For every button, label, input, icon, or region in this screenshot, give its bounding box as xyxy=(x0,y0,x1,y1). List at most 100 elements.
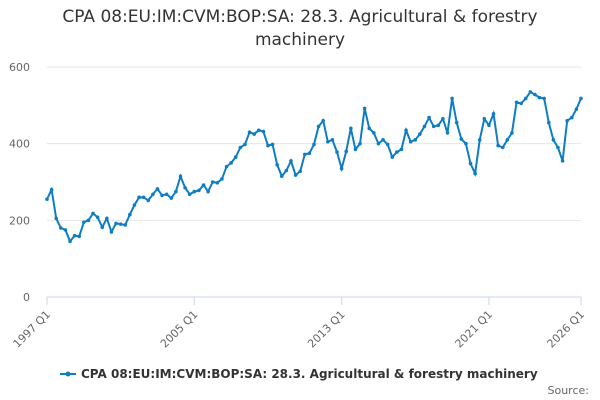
data-point xyxy=(491,111,496,116)
data-point xyxy=(146,198,151,203)
legend-label: CPA 08:EU:IM:CVM:BOP:SA: 28.3. Agricultu… xyxy=(81,367,538,381)
data-point xyxy=(63,228,68,232)
data-point xyxy=(210,180,215,184)
chart-title: CPA 08:EU:IM:CVM:BOP:SA: 28.3. Agricultu… xyxy=(62,7,538,50)
data-point xyxy=(238,145,243,150)
data-point xyxy=(473,171,477,176)
data-point xyxy=(385,142,390,147)
x-tick-label: 2005 Q1 xyxy=(158,308,201,351)
data-point xyxy=(77,234,82,239)
data-point xyxy=(376,141,381,146)
data-point xyxy=(118,222,123,226)
data-point xyxy=(312,142,316,147)
data-point xyxy=(178,174,183,179)
data-point xyxy=(326,139,330,144)
data-point xyxy=(132,203,137,207)
data-point xyxy=(266,143,270,148)
data-point xyxy=(233,155,238,159)
data-point xyxy=(372,131,376,135)
data-point xyxy=(505,138,510,142)
data-point xyxy=(395,150,399,154)
data-point xyxy=(381,138,385,142)
data-point xyxy=(72,233,77,238)
data-point xyxy=(151,192,155,197)
data-point xyxy=(187,192,192,197)
data-point xyxy=(289,159,293,163)
data-point xyxy=(141,195,146,200)
data-point xyxy=(579,96,583,101)
data-point xyxy=(45,197,49,202)
data-point xyxy=(256,128,261,133)
data-point xyxy=(275,162,279,167)
data-point xyxy=(528,90,533,94)
data-point xyxy=(128,212,132,217)
data-point xyxy=(330,138,335,142)
x-tick-label: 2021 Q1 xyxy=(453,308,496,351)
data-point xyxy=(105,216,109,221)
data-point xyxy=(293,173,298,177)
data-point xyxy=(174,189,178,194)
data-point xyxy=(464,141,468,146)
data-point xyxy=(59,226,63,230)
data-point xyxy=(206,189,210,194)
data-point xyxy=(68,239,72,244)
data-point xyxy=(551,138,556,142)
data-point xyxy=(54,216,59,221)
data-point xyxy=(436,123,441,128)
data-point xyxy=(514,100,519,105)
y-tick-label: 400 xyxy=(9,138,30,151)
data-point xyxy=(270,142,275,147)
data-point xyxy=(82,220,86,225)
data-point xyxy=(422,124,427,129)
y-tick-label: 0 xyxy=(23,291,30,304)
data-point xyxy=(441,116,445,121)
data-point xyxy=(197,188,201,193)
data-point xyxy=(155,187,160,191)
data-point xyxy=(399,147,404,152)
y-tick-label: 600 xyxy=(9,61,30,74)
data-point xyxy=(229,161,233,165)
data-point xyxy=(537,95,542,100)
data-point xyxy=(252,132,256,136)
data-point xyxy=(339,166,344,171)
data-point xyxy=(523,96,528,101)
data-point xyxy=(358,141,362,146)
data-point xyxy=(362,106,367,111)
data-point xyxy=(335,150,339,154)
data-point xyxy=(569,115,574,120)
data-point xyxy=(459,137,464,141)
data-point xyxy=(109,230,114,234)
data-point xyxy=(560,159,565,163)
data-point xyxy=(413,138,418,142)
data-point xyxy=(307,151,312,156)
data-point xyxy=(353,147,358,152)
data-point xyxy=(496,143,500,148)
data-point xyxy=(86,218,91,223)
data-point xyxy=(556,145,560,150)
y-tick-label: 200 xyxy=(9,214,30,227)
data-point xyxy=(390,155,395,159)
data-point xyxy=(533,92,537,97)
data-point xyxy=(91,211,95,216)
data-point xyxy=(349,126,353,131)
data-point xyxy=(261,129,266,134)
data-point xyxy=(477,138,482,142)
data-point xyxy=(247,130,252,134)
data-point xyxy=(123,223,128,227)
data-point xyxy=(169,196,174,200)
data-point xyxy=(183,185,187,190)
data-point xyxy=(316,124,321,129)
data-point xyxy=(500,145,505,150)
x-tick-label: 2026 Q1 xyxy=(545,308,588,351)
data-point xyxy=(487,123,491,128)
data-point xyxy=(164,192,169,197)
x-tick-label: 2013 Q1 xyxy=(305,308,348,351)
data-point xyxy=(510,131,514,135)
source-label: Source: xyxy=(548,384,590,397)
data-point xyxy=(408,139,413,144)
data-point xyxy=(137,195,141,200)
legend-marker xyxy=(65,371,71,377)
data-point xyxy=(565,118,569,123)
data-point xyxy=(367,126,372,131)
